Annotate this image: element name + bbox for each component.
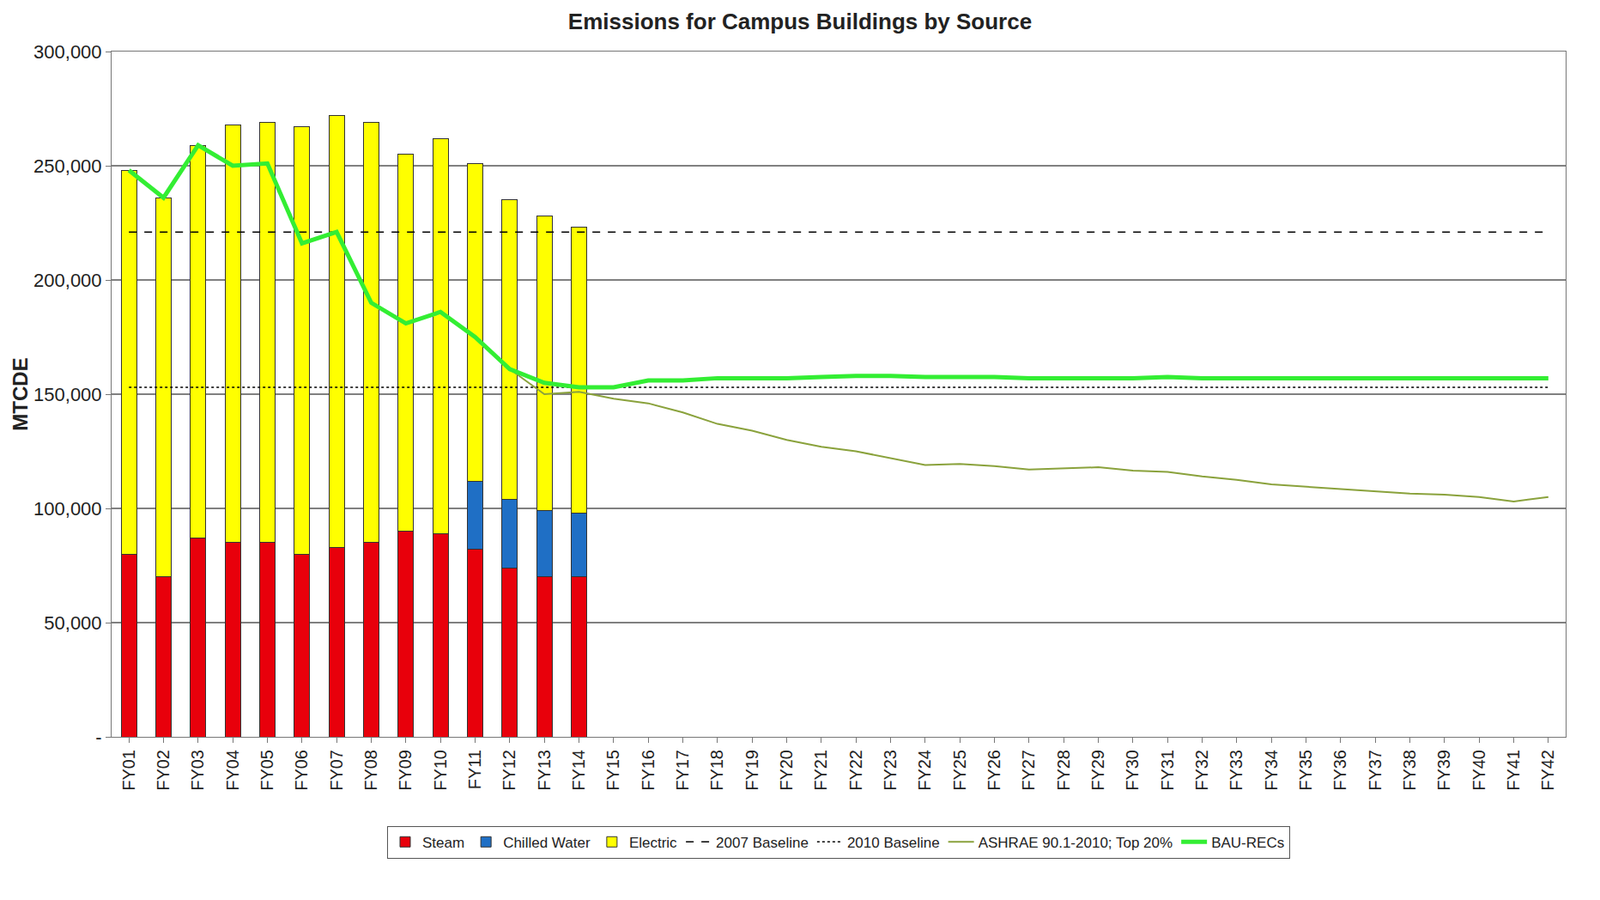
svg-text:FY05: FY05 (257, 749, 277, 791)
svg-text:200,000: 200,000 (33, 269, 103, 291)
svg-text:FY17: FY17 (672, 749, 692, 791)
svg-text:FY10: FY10 (430, 749, 450, 791)
svg-text:FY41: FY41 (1503, 749, 1523, 791)
svg-text:BAU-RECs: BAU-RECs (1211, 834, 1285, 851)
svg-text:FY32: FY32 (1192, 749, 1212, 791)
svg-text:ASHRAE 90.1-2010; Top 20%: ASHRAE 90.1-2010; Top 20% (978, 834, 1174, 851)
svg-text:FY33: FY33 (1226, 749, 1246, 791)
svg-text:FY37: FY37 (1365, 749, 1385, 791)
svg-text:FY25: FY25 (950, 749, 970, 791)
svg-text:FY13: FY13 (534, 749, 554, 791)
svg-text:2010 Baseline: 2010 Baseline (847, 834, 940, 851)
svg-text:Steam: Steam (422, 834, 465, 851)
svg-text:FY18: FY18 (707, 749, 727, 791)
svg-text:FY34: FY34 (1261, 749, 1281, 791)
svg-text:FY03: FY03 (187, 749, 207, 791)
svg-text:2007 Baseline: 2007 Baseline (715, 834, 809, 851)
svg-text:FY21: FY21 (811, 749, 831, 791)
svg-text:FY24: FY24 (915, 749, 934, 791)
svg-text:Emissions for Campus Buildings: Emissions for Campus Buildings by Source (568, 8, 1032, 35)
svg-text:Chilled Water: Chilled Water (503, 834, 591, 851)
svg-text:FY39: FY39 (1434, 749, 1454, 791)
svg-text:FY14: FY14 (569, 749, 588, 791)
svg-text:FY06: FY06 (291, 749, 311, 791)
svg-text:Electric: Electric (629, 834, 678, 851)
svg-text:FY19: FY19 (742, 749, 762, 791)
svg-text:FY22: FY22 (846, 749, 866, 791)
svg-text:FY26: FY26 (984, 749, 1004, 791)
svg-text:FY20: FY20 (776, 749, 796, 791)
svg-text:FY23: FY23 (880, 749, 900, 791)
svg-text:150,000: 150,000 (33, 383, 103, 406)
svg-text:FY35: FY35 (1296, 749, 1316, 791)
svg-text:FY42: FY42 (1538, 749, 1558, 791)
svg-text:FY15: FY15 (603, 749, 623, 791)
svg-text:FY16: FY16 (638, 749, 658, 791)
svg-text:300,000: 300,000 (33, 41, 103, 63)
svg-text:FY31: FY31 (1157, 749, 1177, 791)
svg-text:FY38: FY38 (1400, 749, 1419, 791)
svg-text:FY09: FY09 (395, 749, 415, 791)
svg-text:FY28: FY28 (1054, 749, 1073, 791)
svg-text:250,000: 250,000 (33, 155, 103, 177)
svg-text:FY27: FY27 (1018, 749, 1038, 791)
svg-text:FY11: FY11 (465, 749, 485, 789)
svg-text:FY08: FY08 (361, 749, 381, 791)
svg-text:MTCDE: MTCDE (8, 357, 32, 431)
svg-text:FY40: FY40 (1469, 749, 1489, 791)
svg-text:50,000: 50,000 (43, 612, 102, 634)
svg-text:100,000: 100,000 (33, 497, 103, 520)
svg-text:FY04: FY04 (223, 749, 243, 791)
svg-text:FY01: FY01 (119, 749, 139, 791)
svg-text:FY02: FY02 (153, 749, 173, 791)
svg-text:FY07: FY07 (327, 749, 346, 791)
svg-text:FY36: FY36 (1330, 749, 1350, 791)
svg-text:FY29: FY29 (1088, 749, 1108, 791)
svg-text:FY12: FY12 (499, 749, 519, 791)
svg-text:-: - (95, 726, 102, 748)
svg-text:FY30: FY30 (1122, 749, 1142, 791)
